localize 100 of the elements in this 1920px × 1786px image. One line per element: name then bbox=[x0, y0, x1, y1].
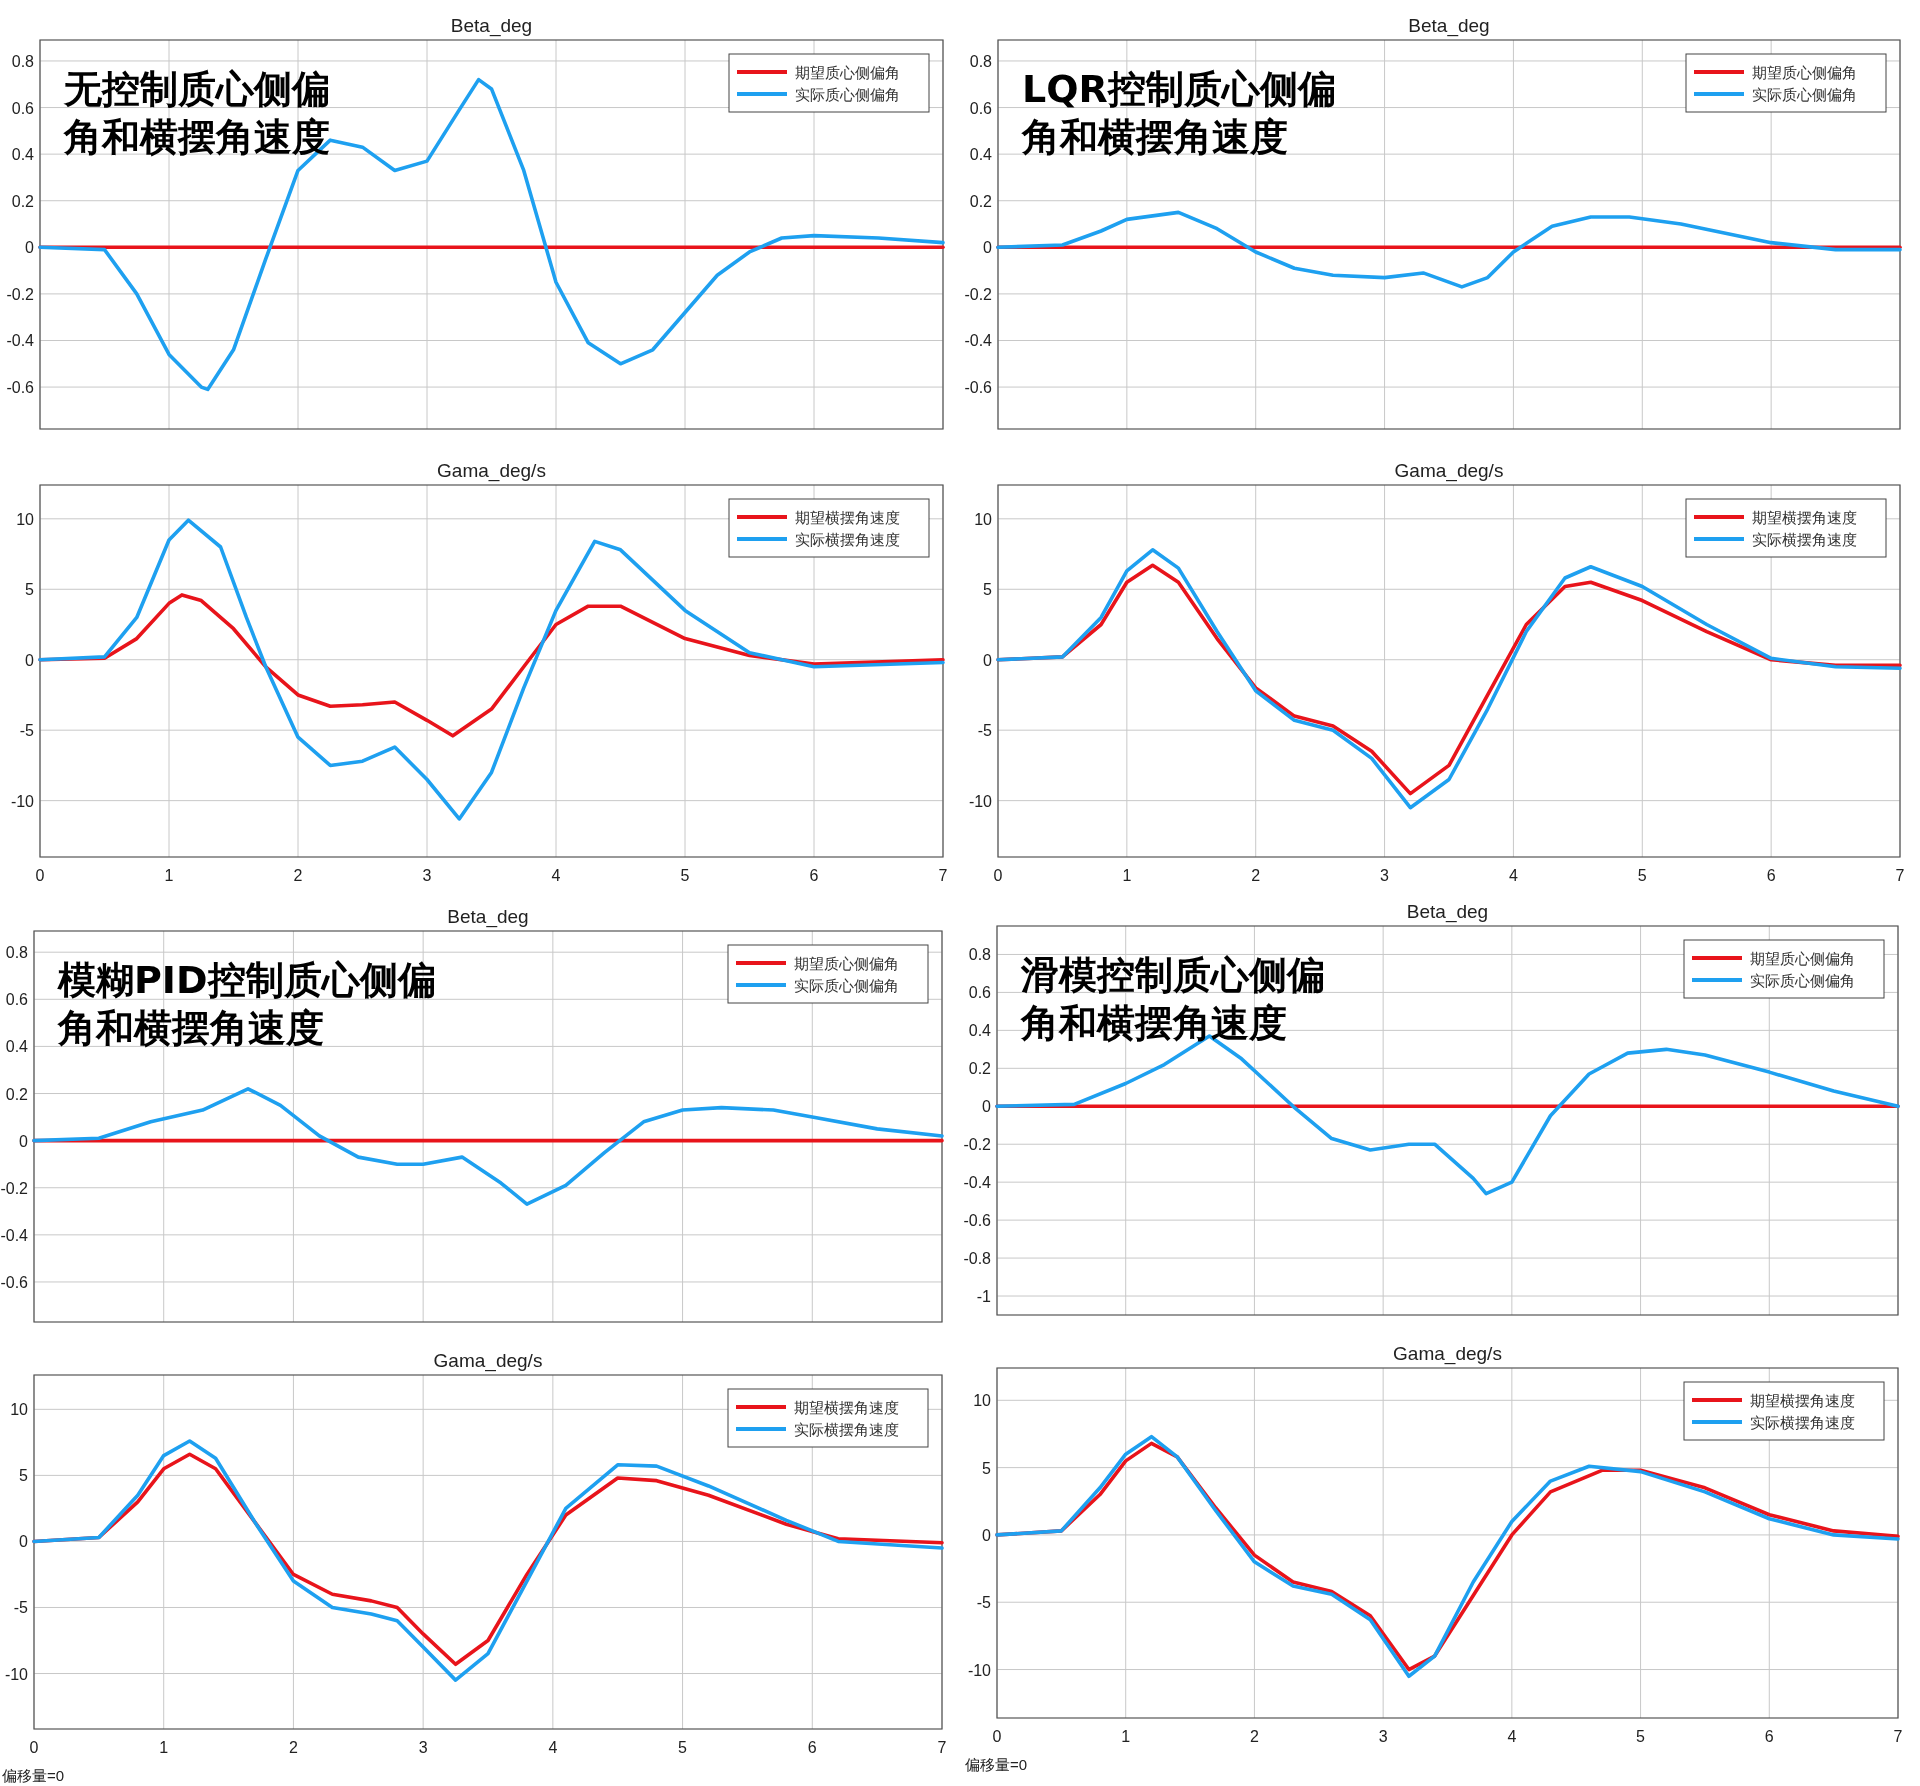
y-tick-label: -0.4 bbox=[6, 332, 35, 350]
x-tick-label: 7 bbox=[1893, 1728, 1903, 1745]
y-tick-label: 0 bbox=[19, 1132, 29, 1150]
x-tick-label: 6 bbox=[807, 1739, 817, 1756]
y-tick-label: 10 bbox=[974, 510, 993, 528]
x-tick-label: 4 bbox=[548, 1739, 558, 1756]
legend-label: 期望质心侧偏角 bbox=[794, 955, 899, 973]
y-tick-label: -0.4 bbox=[964, 332, 993, 350]
line-series bbox=[32, 1087, 944, 1207]
x-tick-label: 2 bbox=[288, 1739, 298, 1756]
legend-label: 期望横摆角速度 bbox=[1750, 1392, 1855, 1410]
x-tick-label: 6 bbox=[809, 867, 819, 884]
x-tick-label: 7 bbox=[1895, 867, 1905, 884]
legend-label: 期望横摆角速度 bbox=[795, 509, 900, 527]
y-tick-label: 0.2 bbox=[969, 192, 993, 210]
y-tick-label: -0.4 bbox=[0, 1226, 29, 1244]
y-tick-label: 0.4 bbox=[968, 1022, 992, 1040]
annotation: 角和横摆角速度 bbox=[1020, 1001, 1287, 1045]
y-tick-label: -0.2 bbox=[0, 1179, 29, 1197]
x-tick-label: 6 bbox=[1766, 867, 1776, 884]
chart-title: Beta_deg bbox=[1406, 901, 1489, 923]
y-tick-label: -10 bbox=[968, 792, 993, 810]
y-tick-label: 5 bbox=[19, 1467, 29, 1485]
legend-label: 期望横摆角速度 bbox=[1752, 509, 1857, 527]
y-tick-label: 0.4 bbox=[969, 146, 993, 164]
x-tick-label: 1 bbox=[159, 1739, 169, 1756]
y-tick-label: -5 bbox=[976, 1594, 992, 1612]
y-tick-label: 0 bbox=[983, 651, 993, 669]
y-tick-label: 5 bbox=[25, 581, 35, 599]
chart-title: Gama_deg/s bbox=[1393, 1343, 1502, 1365]
chart-title: Gama_deg/s bbox=[437, 460, 546, 482]
y-tick-label: 5 bbox=[983, 581, 993, 599]
x-tick-label: 3 bbox=[418, 1739, 428, 1756]
y-tick-label: 10 bbox=[973, 1392, 992, 1410]
legend-label: 实际质心侧偏角 bbox=[795, 86, 900, 104]
chart-title: Beta_deg bbox=[447, 906, 529, 928]
annotation: 滑模控制质心侧偏 bbox=[1020, 953, 1325, 997]
legend-label: 实际横摆角速度 bbox=[1750, 1414, 1855, 1432]
annotation: 角和横摆角速度 bbox=[1021, 115, 1288, 159]
x-tick-label: 1 bbox=[1122, 867, 1132, 884]
y-tick-label: -5 bbox=[977, 722, 993, 740]
y-tick-label: 0.8 bbox=[969, 52, 993, 70]
y-tick-label: 10 bbox=[10, 1401, 29, 1419]
y-tick-label: -10 bbox=[967, 1661, 992, 1679]
y-tick-label: -0.2 bbox=[963, 1136, 992, 1154]
legend-label: 实际横摆角速度 bbox=[795, 531, 900, 549]
legend-label: 实际质心侧偏角 bbox=[1750, 972, 1855, 990]
legend-label: 实际质心侧偏角 bbox=[1752, 86, 1857, 104]
y-tick-label: 0.8 bbox=[5, 944, 29, 962]
x-tick-label: 2 bbox=[293, 867, 303, 884]
x-tick-label: 1 bbox=[1121, 1728, 1131, 1745]
y-tick-label: -0.6 bbox=[964, 379, 993, 397]
x-tick-label: 1 bbox=[164, 867, 174, 884]
y-tick-label: -0.6 bbox=[963, 1212, 992, 1230]
x-tick-label: 3 bbox=[1380, 867, 1390, 884]
x-tick-label: 4 bbox=[1508, 867, 1518, 884]
annotation: 模糊PID控制质心侧偏 bbox=[57, 958, 436, 1002]
y-tick-label: -5 bbox=[19, 722, 35, 740]
x-tick-label: 4 bbox=[1507, 1728, 1517, 1745]
chart-title: Beta_deg bbox=[450, 15, 533, 37]
y-tick-label: 0.2 bbox=[11, 192, 35, 210]
y-tick-label: 0 bbox=[982, 1098, 992, 1116]
annotation: 角和横摆角速度 bbox=[57, 1006, 324, 1050]
legend-label: 实际横摆角速度 bbox=[1752, 531, 1857, 549]
x-tick-label: 6 bbox=[1764, 1728, 1774, 1745]
x-tick-label: 5 bbox=[1636, 1728, 1646, 1745]
y-tick-label: -10 bbox=[4, 1665, 29, 1683]
y-tick-label: 0.2 bbox=[5, 1085, 29, 1103]
y-tick-label: 0.8 bbox=[11, 52, 35, 70]
y-tick-label: 0.6 bbox=[11, 99, 35, 117]
x-tick-label: 3 bbox=[422, 867, 432, 884]
x-tick-label: 5 bbox=[680, 867, 690, 884]
y-tick-label: -5 bbox=[13, 1599, 29, 1617]
y-tick-label: -0.2 bbox=[6, 285, 35, 303]
y-tick-label: 0.6 bbox=[968, 984, 992, 1002]
y-tick-label: 0.8 bbox=[968, 946, 992, 964]
y-tick-label: -0.8 bbox=[963, 1250, 992, 1268]
y-tick-label: 0.6 bbox=[5, 991, 29, 1009]
y-tick-label: 5 bbox=[982, 1459, 992, 1477]
y-tick-label: -0.6 bbox=[6, 379, 35, 397]
legend-label: 实际质心侧偏角 bbox=[794, 977, 899, 995]
x-tick-label: 7 bbox=[938, 867, 948, 884]
y-tick-label: 0 bbox=[982, 1526, 992, 1544]
annotation: 角和横摆角速度 bbox=[63, 115, 330, 159]
y-tick-label: -0.6 bbox=[0, 1273, 29, 1291]
y-tick-label: 0 bbox=[983, 239, 993, 257]
y-tick-label: 0 bbox=[25, 651, 35, 669]
text: 偏移量=0 bbox=[965, 1756, 1028, 1773]
x-tick-label: 5 bbox=[1637, 867, 1647, 884]
y-tick-label: -0.2 bbox=[964, 285, 993, 303]
x-tick-label: 7 bbox=[937, 1739, 947, 1756]
x-tick-label: 3 bbox=[1378, 1728, 1388, 1745]
x-tick-label: 2 bbox=[1249, 1728, 1259, 1745]
y-tick-label: 10 bbox=[16, 510, 35, 528]
line-series bbox=[996, 210, 1902, 289]
text: 偏移量=0 bbox=[2, 1767, 65, 1784]
annotation: 无控制质心侧偏 bbox=[63, 67, 330, 111]
y-tick-label: -0.4 bbox=[963, 1174, 992, 1192]
y-tick-label: 0.4 bbox=[11, 146, 35, 164]
chart-title: Gama_deg/s bbox=[433, 1350, 543, 1372]
